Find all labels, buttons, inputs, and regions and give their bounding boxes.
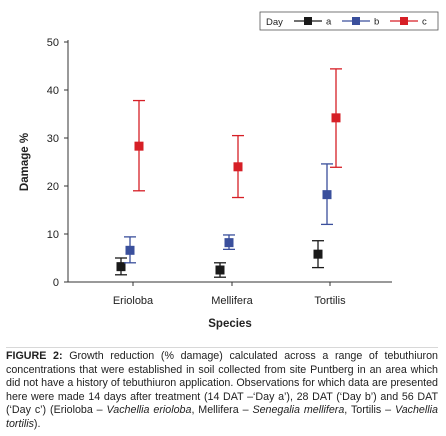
figure-caption: FIGURE 2: Growth reduction (% damage) ca…	[6, 350, 438, 432]
legend-label-c: c	[422, 17, 427, 28]
caption-label: FIGURE 2:	[6, 350, 63, 362]
series-c-mellifera-marker	[233, 162, 243, 172]
caption-species-3: Vachellia tortilis	[6, 404, 438, 430]
x-tick-label-tortilis: Tortilis	[314, 295, 346, 307]
caption-species-2: Senegalia mellifera	[252, 404, 345, 417]
caption-text-3: , Tortilis –	[344, 404, 392, 417]
caption-text-2: , Mellifera –	[191, 404, 249, 417]
legend-marker-c	[400, 17, 408, 25]
caption-species-1: Vachellia erioloba	[106, 404, 192, 417]
legend-label-b: b	[374, 17, 379, 28]
series-a-erioloba-marker	[116, 262, 126, 272]
y-axis-title: Damage %	[19, 133, 31, 191]
legend-marker-a	[304, 17, 312, 25]
x-tick-label-mellifera: Mellifera	[211, 295, 253, 307]
caption-text-4: ).	[33, 417, 41, 430]
y-tick-label-0: 0	[53, 277, 59, 289]
y-tick-label-5: 50	[47, 37, 59, 49]
series-a-mellifera-marker	[215, 265, 225, 275]
series-a-tortilis-marker	[313, 249, 323, 259]
series-c-erioloba-marker	[134, 141, 144, 151]
damage-chart: 0 10 20 30 40 50 Erioloba Mellifera Tortilis Spec…	[19, 11, 439, 330]
series-b-erioloba-marker	[125, 245, 135, 255]
series-b-mellifera-marker	[224, 238, 234, 248]
legend-title: Day	[266, 17, 283, 28]
x-tick-label-erioloba: Erioloba	[113, 295, 154, 307]
x-axis-title: Species	[208, 318, 251, 330]
series-b-tortilis-marker	[322, 190, 332, 200]
y-tick-label-4: 40	[47, 85, 59, 97]
caption-divider	[6, 347, 438, 348]
caption-text-1: Growth reduction (% damage) calculated a…	[6, 350, 438, 417]
series-c-tortilis-marker	[331, 113, 341, 123]
legend-marker-b	[352, 17, 360, 25]
figure: 0 10 20 30 40 50 Erioloba Mellifera Tortilis Spec…	[19, 11, 439, 330]
y-tick-label-3: 30	[47, 133, 59, 145]
y-tick-label-2: 20	[47, 181, 59, 193]
y-tick-label-1: 10	[47, 229, 59, 241]
legend-label-a: a	[326, 17, 332, 28]
